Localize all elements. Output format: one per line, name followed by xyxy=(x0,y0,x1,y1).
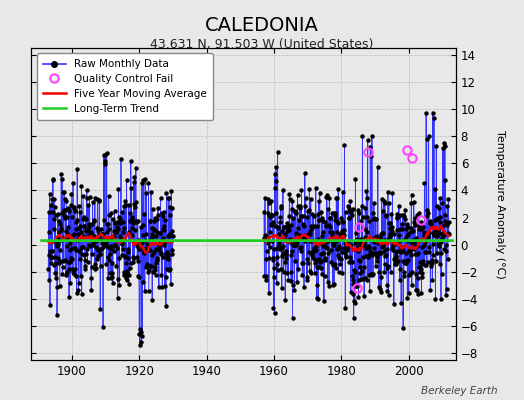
Y-axis label: Temperature Anomaly (°C): Temperature Anomaly (°C) xyxy=(495,130,505,278)
Legend: Raw Monthly Data, Quality Control Fail, Five Year Moving Average, Long-Term Tren: Raw Monthly Data, Quality Control Fail, … xyxy=(37,53,213,120)
Text: Berkeley Earth: Berkeley Earth xyxy=(421,386,498,396)
Text: 43.631 N, 91.503 W (United States): 43.631 N, 91.503 W (United States) xyxy=(150,38,374,51)
Text: CALEDONIA: CALEDONIA xyxy=(205,16,319,35)
